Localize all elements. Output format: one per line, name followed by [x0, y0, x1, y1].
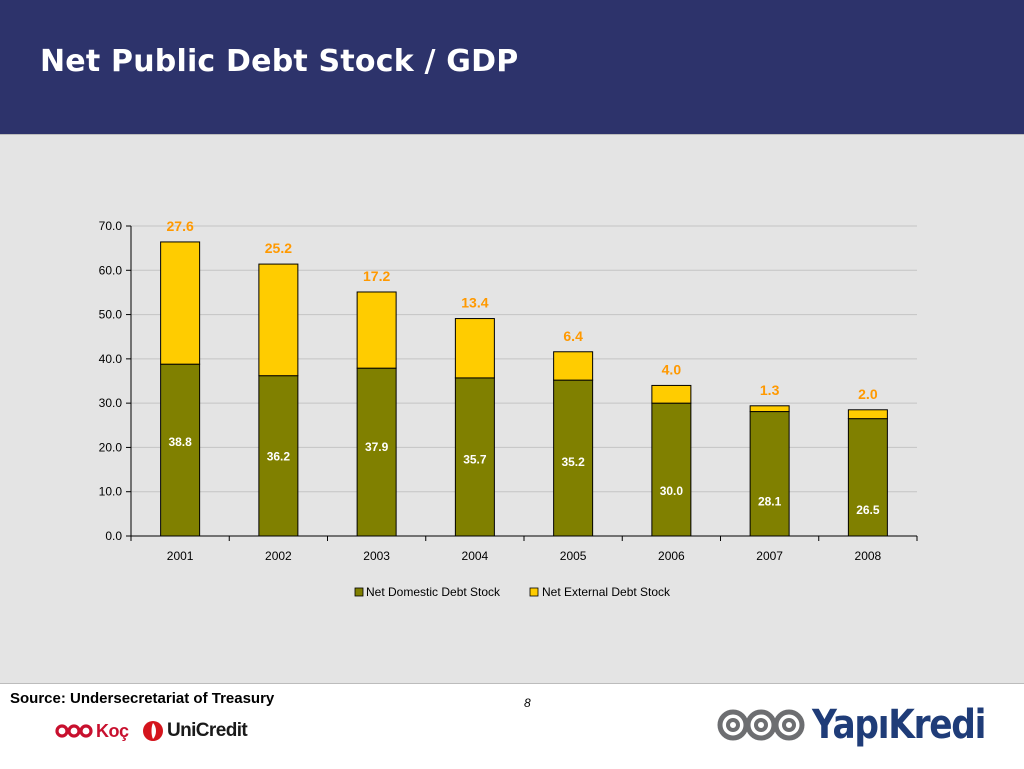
bar-external	[258, 263, 299, 377]
bar-external	[553, 351, 594, 381]
bar-external	[749, 405, 790, 413]
source-note: Source: Undersecretariat of Treasury	[10, 690, 275, 707]
x-tick-label: 2008	[855, 549, 882, 563]
y-tick-label: 40.0	[99, 352, 123, 366]
data-label-external: 13.4	[461, 295, 488, 311]
bar-external	[651, 384, 692, 404]
x-tick-label: 2003	[363, 549, 390, 563]
bar-domestic	[356, 367, 397, 537]
data-label-domestic: 26.5	[856, 503, 880, 517]
unicredit-logo: UniCredit	[142, 719, 248, 743]
legend-swatch-domestic	[354, 587, 364, 597]
y-tick-label: 20.0	[99, 440, 123, 454]
y-tick-label: 10.0	[99, 485, 123, 499]
bar-domestic	[454, 377, 495, 537]
legend-label-external: Net External Debt Stock	[542, 585, 671, 599]
bar-domestic	[553, 379, 594, 537]
data-label-external: 6.4	[563, 328, 583, 344]
bar-domestic	[847, 418, 888, 537]
bar-external	[847, 409, 888, 420]
koc-logo: Koç	[55, 720, 129, 742]
legend-swatch-external	[529, 587, 539, 597]
yapikredi-emblem-icon	[717, 709, 805, 741]
data-label-external: 27.6	[167, 218, 194, 234]
x-tick-label: 2005	[560, 549, 587, 563]
data-label-domestic: 28.1	[758, 494, 782, 508]
bar-domestic	[651, 402, 692, 537]
y-tick-label: 60.0	[99, 263, 123, 277]
chart-area: 0.0 10.0 20.0 30.0 40.0 50.0 60.0 70.0 38.8 27.6 2…	[0, 134, 1024, 684]
koc-emblem-icon	[55, 724, 93, 738]
koc-wordmark: Koç	[96, 720, 129, 741]
page-title: Net Public Debt Stock / GDP	[40, 44, 519, 79]
bar-domestic	[160, 363, 201, 537]
x-tick-label: 2007	[756, 549, 783, 563]
x-tick-label: 2001	[167, 549, 194, 563]
y-tick-label: 0.0	[105, 529, 122, 543]
y-tick-label: 70.0	[99, 219, 123, 233]
yapikredi-logo: YapıKredi	[716, 700, 1013, 750]
data-label-external: 25.2	[265, 240, 292, 256]
y-tick-label: 30.0	[99, 396, 123, 410]
footer: Source: Undersecretariat of Treasury 8 K…	[0, 683, 1024, 769]
data-label-external: 1.3	[760, 382, 780, 398]
yapikredi-wordmark: YapıKredi	[812, 702, 986, 748]
legend-label-domestic: Net Domestic Debt Stock	[366, 585, 501, 599]
data-label-domestic: 37.9	[365, 440, 389, 454]
bar-domestic	[258, 375, 299, 537]
page-number: 8	[524, 696, 531, 710]
bar-external	[454, 318, 495, 379]
data-label-domestic: 38.8	[168, 435, 192, 449]
x-tick-label: 2006	[658, 549, 685, 563]
bar-external	[356, 291, 397, 369]
bar-domestic	[749, 411, 790, 537]
data-label-domestic: 35.7	[463, 452, 487, 466]
title-bar: Net Public Debt Stock / GDP	[0, 0, 1024, 134]
unicredit-emblem-icon	[143, 721, 163, 741]
stacked-bar-chart: 0.0 10.0 20.0 30.0 40.0 50.0 60.0 70.0 38.8 27.6 2…	[99, 218, 918, 599]
bar-external	[160, 241, 201, 365]
data-label-domestic: 36.2	[267, 450, 291, 464]
x-tick-label: 2002	[265, 549, 292, 563]
unicredit-wordmark: UniCredit	[167, 720, 248, 741]
data-label-external: 17.2	[363, 268, 390, 284]
data-label-external: 4.0	[662, 361, 682, 377]
data-label-external: 2.0	[858, 386, 878, 402]
data-label-domestic: 35.2	[561, 455, 585, 469]
data-label-domestic: 30.0	[660, 484, 684, 498]
x-tick-label: 2004	[462, 549, 489, 563]
y-tick-label: 50.0	[99, 308, 123, 322]
